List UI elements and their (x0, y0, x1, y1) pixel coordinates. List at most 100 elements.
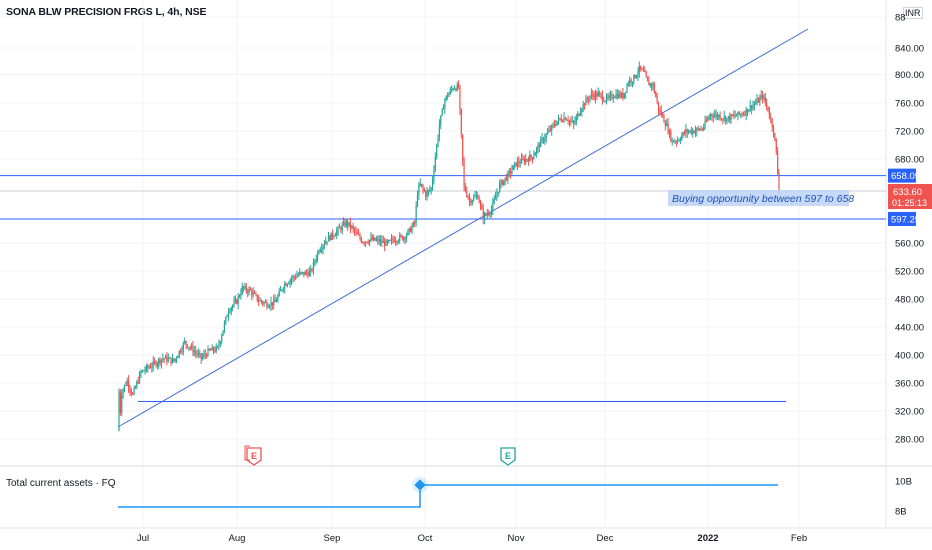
candle-body (693, 130, 695, 134)
candle-body (599, 92, 601, 94)
candle-body (418, 185, 420, 195)
candle-body (160, 359, 163, 364)
y-tick-label: 320.00 (895, 407, 924, 418)
candle-body (323, 244, 325, 246)
currency-badge[interactable]: INR (903, 7, 923, 19)
candle-body (321, 248, 323, 251)
candle-body (430, 188, 432, 190)
candle-body (549, 129, 551, 131)
candle-body (484, 213, 486, 220)
candle-body (312, 262, 315, 271)
candle-body (582, 103, 584, 110)
candle-body (620, 92, 623, 97)
candle-body (674, 141, 676, 143)
candle-body (534, 152, 536, 156)
candle-body (546, 132, 549, 135)
candle-body (125, 385, 127, 387)
candle-body (222, 330, 224, 336)
indicator-label[interactable]: Total current assets · FQ (6, 478, 116, 489)
candle-body (657, 101, 660, 111)
candle-body (342, 222, 345, 225)
candle-body (199, 353, 201, 355)
annotation-box (668, 190, 849, 206)
candle-body (223, 322, 226, 331)
candle-body (203, 354, 205, 357)
candle-body (642, 69, 645, 72)
candle-body (531, 157, 534, 159)
candle-body (140, 371, 142, 374)
candle-body (462, 134, 464, 162)
candle-body (570, 120, 572, 122)
candle-body (560, 119, 562, 122)
candle-body (623, 93, 625, 99)
candle-body (404, 237, 406, 239)
candle-body (627, 83, 629, 86)
candle-body (527, 159, 530, 162)
candle-body (601, 94, 603, 101)
candle-body (649, 83, 651, 86)
candle-body (622, 92, 624, 99)
candle-body (500, 180, 502, 184)
indicator-marker (414, 479, 426, 491)
candle-body (522, 158, 524, 160)
y-tick-label: 480.00 (895, 295, 924, 306)
candle-body (348, 222, 350, 226)
candle-body (236, 299, 238, 304)
candle-body (175, 358, 178, 360)
candle-body (671, 140, 673, 142)
current-price-tag (888, 184, 932, 209)
candle-body (651, 83, 653, 87)
candle-body (349, 222, 352, 228)
candle-body (155, 361, 157, 366)
candle-body (284, 284, 286, 289)
candle-body (249, 289, 252, 291)
candle-body (670, 130, 672, 141)
candle-body (390, 238, 393, 241)
candle-body (705, 120, 708, 122)
candle-body (327, 235, 330, 242)
candle-body (200, 353, 202, 359)
candle-body (295, 277, 297, 279)
candle-body (605, 97, 608, 101)
candle-body (293, 276, 295, 278)
candle-body (660, 110, 662, 116)
x-tick-label: Feb (791, 533, 807, 544)
candle-body (655, 92, 657, 98)
candle-body (358, 234, 360, 236)
y-tick-label: 720.00 (895, 127, 924, 138)
candle-body (197, 353, 200, 355)
candle-body (344, 222, 346, 227)
candle-body (123, 385, 126, 390)
candle-body (221, 335, 223, 342)
candle-body (544, 138, 546, 141)
candle-body (190, 346, 193, 348)
candle-body (479, 202, 482, 205)
symbol-title[interactable]: SONA BLW PRECISION FRGS L, 4h, NSE (6, 6, 207, 18)
candle-body (585, 98, 587, 106)
candle-body (180, 350, 182, 352)
candle-body (314, 261, 316, 263)
candle-body (159, 359, 161, 364)
candle-body (411, 226, 413, 232)
candle-body (405, 235, 408, 239)
candle-body (181, 350, 183, 352)
candle-body (218, 344, 220, 347)
candle-body (423, 189, 425, 192)
candle-body (641, 68, 643, 70)
candle-body (492, 202, 494, 211)
candle-body (596, 93, 598, 97)
candle-body (375, 239, 378, 241)
candle-body (748, 109, 750, 113)
candle-body (541, 138, 543, 140)
candle-body (564, 117, 566, 120)
candle-body (719, 115, 721, 119)
candle-body (260, 300, 263, 302)
candle-body (471, 200, 473, 203)
candle-body (592, 93, 594, 96)
candle-body (385, 240, 387, 246)
candle-body (237, 296, 239, 304)
candle-body (663, 115, 665, 123)
candle-body (232, 305, 234, 308)
